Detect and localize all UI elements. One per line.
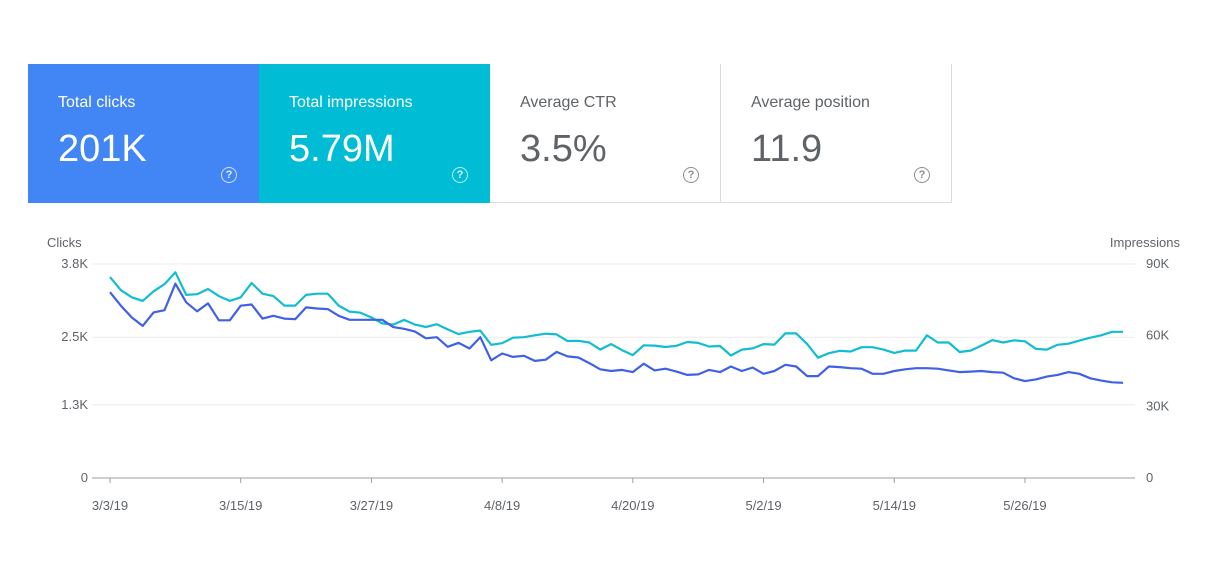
clicks-line — [109, 282, 1124, 384]
x-axis: 3/3/19 3/15/19 3/27/19 4/8/19 4/20/19 5/2/19 5… — [92, 478, 1047, 513]
help-icon[interactable]: ? — [683, 167, 699, 183]
left-axis: 3.8K 2.5K 1.3K 0 — [61, 256, 88, 485]
average-position-card[interactable]: Average position 11.9 ? — [721, 64, 952, 203]
grid-lines — [92, 263, 1135, 479]
right-tick-label: 60K — [1146, 327, 1169, 342]
help-icon[interactable]: ? — [452, 167, 468, 183]
x-tick-label: 5/14/19 — [873, 498, 916, 513]
x-tick-label: 3/3/19 — [92, 498, 128, 513]
card-value: 11.9 — [751, 128, 823, 170]
x-tick-label: 5/26/19 — [1003, 498, 1046, 513]
x-tick-label: 3/15/19 — [219, 498, 262, 513]
left-tick-label: 2.5K — [61, 329, 88, 344]
card-label: Total impressions — [289, 94, 413, 111]
card-value: 3.5% — [520, 128, 607, 170]
card-label: Average position — [751, 94, 870, 111]
performance-chart: Clicks Impressions 3.8K 2.5K 1.3K 0 90K 60K 3… — [47, 235, 1181, 513]
right-tick-label: 0 — [1146, 470, 1153, 485]
right-axis-title: Impressions — [1110, 235, 1181, 250]
series-lines — [109, 271, 1124, 384]
average-ctr-card[interactable]: Average CTR 3.5% ? — [490, 64, 721, 203]
metric-cards: Total clicks 201K ? Total impressions 5.… — [28, 64, 954, 203]
left-tick-label: 0 — [81, 470, 88, 485]
card-value: 5.79M — [289, 128, 395, 170]
x-tick-label: 3/27/19 — [350, 498, 393, 513]
right-axis: 90K 60K 30K 0 — [1146, 256, 1169, 485]
x-tick-label: 4/8/19 — [484, 498, 520, 513]
card-value: 201K — [58, 128, 147, 170]
help-icon[interactable]: ? — [914, 167, 930, 183]
total-impressions-card[interactable]: Total impressions 5.79M ? — [259, 64, 490, 203]
left-tick-label: 3.8K — [61, 256, 88, 271]
impressions-line — [109, 271, 1123, 359]
left-axis-title: Clicks — [47, 235, 82, 250]
x-tick-label: 4/20/19 — [611, 498, 654, 513]
card-label: Total clicks — [58, 94, 136, 111]
total-clicks-card[interactable]: Total clicks 201K ? — [28, 64, 259, 203]
help-icon[interactable]: ? — [221, 167, 237, 183]
left-tick-label: 1.3K — [61, 397, 88, 412]
x-tick-label: 5/2/19 — [745, 498, 781, 513]
right-tick-label: 30K — [1146, 399, 1169, 414]
card-label: Average CTR — [520, 94, 617, 111]
right-tick-label: 90K — [1146, 256, 1169, 271]
